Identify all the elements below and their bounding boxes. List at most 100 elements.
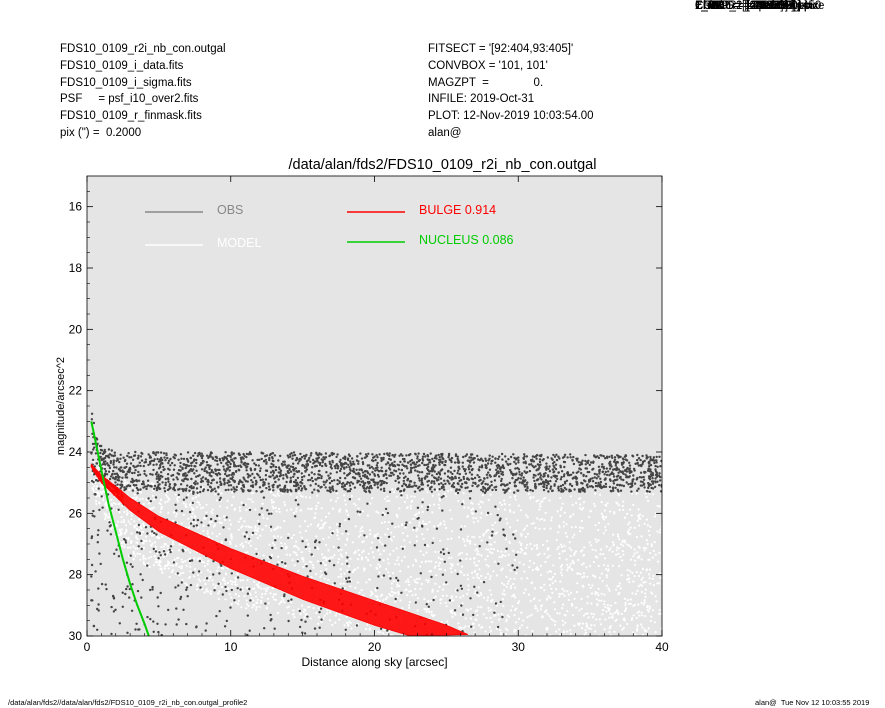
model-point	[573, 597, 576, 600]
model-point	[261, 502, 264, 505]
obs-point	[382, 474, 385, 478]
obs-point	[184, 466, 187, 470]
obs-point	[324, 486, 327, 489]
model-point	[111, 526, 114, 529]
model-point	[336, 523, 339, 526]
obs-point	[265, 462, 268, 465]
model-point	[587, 583, 591, 587]
model-point	[149, 532, 152, 535]
model-point	[345, 510, 348, 513]
model-point	[479, 516, 482, 519]
model-point	[581, 526, 584, 530]
obs-point	[417, 474, 420, 477]
model-point	[498, 556, 501, 559]
model-point	[592, 560, 596, 564]
model-point	[622, 508, 625, 511]
model-point	[520, 542, 523, 545]
obs-point	[218, 473, 222, 476]
model-point	[219, 505, 222, 508]
model-point	[431, 494, 434, 497]
obs-point	[164, 481, 167, 484]
model-point	[327, 578, 330, 582]
obs-point	[500, 479, 503, 483]
obs-point	[524, 488, 528, 492]
model-point	[484, 558, 487, 561]
model-point	[218, 521, 221, 524]
model-point	[551, 591, 554, 595]
obs-point	[376, 461, 379, 465]
model-point	[550, 516, 553, 519]
model-point	[196, 489, 199, 492]
obs-point	[498, 475, 501, 478]
model-point	[626, 543, 629, 546]
obs-point	[144, 458, 148, 461]
obs-point	[257, 464, 260, 467]
obs-point	[103, 462, 106, 466]
obs-point	[497, 463, 500, 467]
model-point	[559, 497, 562, 500]
model-point	[247, 498, 250, 501]
obs-point	[388, 464, 392, 467]
model-point	[342, 582, 345, 585]
model-point	[215, 499, 218, 502]
obs-point	[162, 465, 165, 469]
obs-point	[186, 478, 189, 481]
obs-point	[134, 450, 137, 454]
obs-point	[594, 481, 598, 485]
model-point	[652, 584, 656, 587]
obs-point	[647, 467, 650, 470]
obs-point	[163, 490, 167, 493]
model-point	[150, 555, 153, 558]
obs-point	[260, 451, 263, 454]
obs-point	[542, 475, 545, 478]
obs-point	[215, 459, 219, 463]
model-point	[512, 530, 515, 534]
model-point	[160, 506, 163, 509]
model-point	[430, 613, 433, 616]
model-point	[646, 606, 649, 609]
obs-point	[384, 470, 388, 473]
model-point	[501, 582, 504, 585]
model-point	[658, 582, 661, 585]
model-point	[399, 570, 402, 573]
model-point	[244, 503, 247, 506]
model-point	[332, 545, 335, 548]
obs-point	[245, 469, 248, 472]
model-point	[323, 577, 326, 580]
model-point	[245, 607, 248, 610]
model-point	[245, 508, 248, 511]
obs-point	[261, 478, 264, 481]
model-point	[571, 604, 574, 607]
model-point	[562, 525, 566, 528]
obs-point	[432, 459, 436, 463]
obs-point	[313, 473, 316, 476]
model-point	[274, 537, 277, 540]
model-point	[285, 545, 288, 548]
model-point	[327, 512, 330, 515]
model-point	[325, 612, 329, 615]
obs-point	[406, 461, 410, 464]
obs-point	[495, 468, 498, 472]
obs-point	[586, 461, 590, 465]
model-point	[326, 609, 329, 612]
model-point	[609, 625, 612, 628]
model-point	[637, 545, 640, 548]
model-point	[435, 574, 438, 577]
obs-point	[93, 446, 96, 449]
obs-point	[442, 483, 445, 487]
model-point	[305, 547, 308, 551]
model-point	[606, 604, 609, 607]
model-point	[637, 508, 640, 511]
model-point	[347, 565, 351, 568]
model-point	[361, 529, 364, 533]
model-point	[303, 608, 306, 611]
model-point	[473, 561, 476, 564]
model-point	[629, 508, 632, 511]
obs-point	[493, 486, 496, 489]
obs-point	[159, 459, 162, 463]
obs-point	[518, 473, 521, 476]
model-point	[164, 564, 167, 567]
model-point	[621, 628, 624, 631]
obs-point	[554, 463, 558, 466]
obs-point	[119, 457, 122, 460]
